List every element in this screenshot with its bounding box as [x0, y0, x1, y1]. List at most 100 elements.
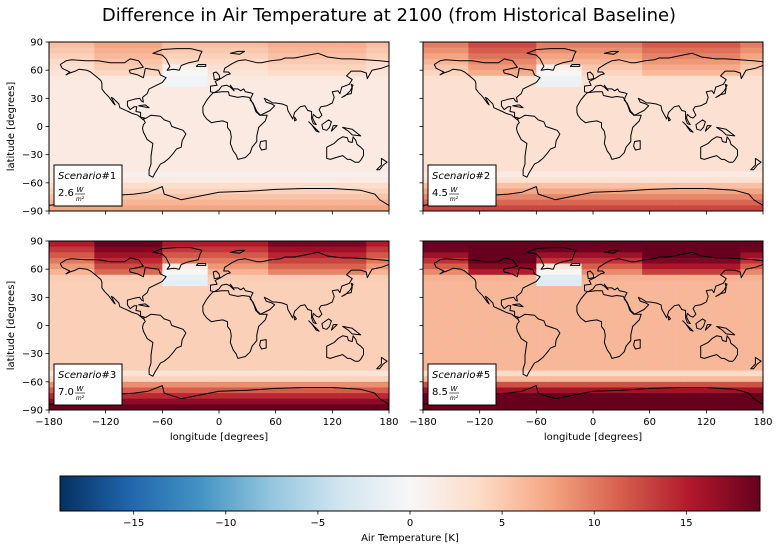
heatmap-cell: [117, 325, 126, 332]
heatmap-cell: [305, 171, 315, 178]
heatmap-cell: [642, 53, 651, 60]
heatmap-cell: [358, 274, 367, 282]
heatmap-cell: [430, 149, 439, 156]
heatmap-cell: [581, 194, 590, 201]
heatmap-cell: [237, 319, 247, 327]
heatmap-cell: [642, 246, 651, 253]
heatmap-cell: [491, 291, 500, 298]
heatmap-cell: [747, 42, 757, 49]
heatmap-cell: [177, 109, 186, 116]
heatmap-cell: [559, 70, 568, 77]
heatmap-cell: [687, 188, 696, 195]
heatmap-cell: [491, 246, 500, 253]
heatmap-cell: [498, 132, 507, 139]
heatmap-cell: [222, 370, 231, 377]
heatmap-cell: [101, 348, 111, 355]
heatmap-cell: [169, 165, 179, 173]
heatmap-cell: [290, 359, 299, 366]
heatmap-cell: [321, 297, 330, 304]
heatmap-cell: [275, 376, 284, 383]
heatmap-cell: [177, 348, 186, 355]
heatmap-cell: [169, 246, 179, 253]
heatmap-cell: [649, 70, 658, 77]
heatmap-cell: [222, 70, 231, 77]
heatmap-cell: [619, 132, 628, 139]
coastline-australia: [326, 335, 364, 362]
heatmap-cell: [687, 109, 696, 116]
heatmap-cell: [64, 160, 73, 167]
heatmap-cell: [619, 269, 628, 276]
heatmap-cell: [154, 331, 163, 338]
heatmap-cell: [740, 115, 749, 122]
heatmap-cell: [559, 302, 568, 310]
heatmap-cell: [169, 126, 179, 133]
heatmap-cell: [596, 177, 605, 184]
heatmap-cell: [521, 182, 530, 190]
heatmap-cell: [200, 182, 209, 190]
heatmap-cell: [604, 154, 613, 161]
heatmap-cell: [627, 182, 636, 190]
heatmap-cell: [94, 342, 103, 349]
heatmap-cell: [551, 194, 560, 201]
heatmap-cell: [237, 171, 247, 178]
heatmap-cell: [589, 171, 598, 178]
heatmap-cell: [657, 143, 666, 150]
heatmap-cell: [747, 160, 757, 167]
heatmap-cell: [79, 342, 88, 349]
heatmap-cell: [268, 364, 277, 372]
heatmap-cell: [283, 404, 292, 410]
heatmap-cell: [79, 42, 88, 49]
heatmap-cell: [453, 160, 462, 167]
heatmap-cell: [755, 263, 763, 270]
heatmap-cell: [245, 205, 254, 211]
heatmap-cell: [260, 286, 269, 293]
heatmap-cell: [71, 336, 80, 343]
heatmap-cell: [222, 252, 231, 259]
heatmap-cell: [619, 291, 628, 298]
heatmap-cell: [740, 308, 749, 315]
heatmap-cell: [642, 274, 651, 282]
heatmap-cell: [192, 58, 201, 66]
heatmap-cell: [611, 42, 621, 49]
heatmap-cell: [298, 331, 307, 338]
heatmap-cell: [260, 364, 269, 372]
heatmap-cell: [513, 182, 522, 190]
heatmap-cell: [192, 269, 201, 276]
heatmap-cell: [336, 58, 345, 66]
heatmap-cell: [732, 126, 741, 133]
heatmap-cell: [101, 246, 111, 253]
heatmap-cell: [695, 120, 704, 128]
heatmap-cell: [237, 398, 247, 405]
heatmap-cell: [313, 387, 322, 394]
heatmap-cell: [725, 165, 734, 173]
heatmap-cell: [154, 325, 163, 332]
heatmap-cell: [230, 42, 239, 49]
heatmap-cell: [71, 274, 80, 282]
heatmap-cell: [453, 205, 462, 211]
heatmap-cell: [513, 252, 522, 259]
heatmap-cell: [298, 342, 307, 349]
heatmap-cell: [717, 53, 726, 60]
heatmap-cell: [275, 199, 284, 206]
heatmap-cell: [521, 137, 530, 144]
heatmap-cell: [483, 319, 492, 327]
heatmap-cell: [695, 246, 704, 253]
heatmap-cell: [649, 325, 658, 332]
heatmap-cell: [177, 199, 186, 206]
heatmap-cell: [321, 58, 330, 66]
heatmap-cell: [260, 269, 269, 276]
heatmap-cell: [551, 98, 560, 105]
heatmap-cell: [94, 53, 103, 60]
heatmap-cell: [139, 274, 148, 282]
heatmap-cell: [566, 98, 575, 105]
heatmap-cell: [328, 75, 337, 83]
heatmap-cell: [543, 331, 553, 338]
heatmap-cell: [79, 291, 88, 298]
heatmap-cell: [755, 115, 763, 122]
heatmap-cell: [237, 47, 247, 54]
heatmap-cell: [521, 291, 530, 298]
heatmap-cell: [672, 120, 681, 128]
heatmap-cell: [305, 58, 315, 66]
heatmap-cell: [139, 87, 148, 94]
heatmap-cell: [86, 53, 95, 60]
